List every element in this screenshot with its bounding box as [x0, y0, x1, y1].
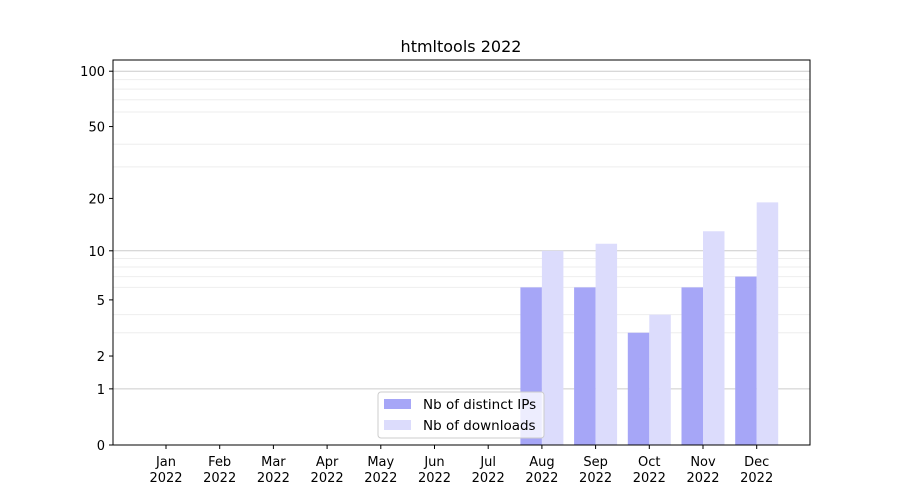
- legend-swatch-ips: [384, 399, 411, 409]
- y-tick-label: 2: [97, 350, 105, 365]
- x-tick-label: Dec 2022: [740, 455, 773, 486]
- x-tick-label: Feb 2022: [203, 455, 236, 486]
- bar-downloads: [541, 250, 564, 445]
- y-tick-label: 100: [80, 65, 105, 80]
- y-tick-label: 10: [88, 245, 105, 260]
- bar-downloads: [595, 243, 618, 445]
- y-tick-label: 50: [88, 121, 105, 136]
- bar-downloads: [756, 202, 779, 445]
- x-tick-label: Jul 2022: [472, 455, 505, 486]
- x-tick-label: May 2022: [364, 455, 397, 486]
- x-tick-label: Mar 2022: [257, 455, 290, 486]
- chart-title: htmltools 2022: [401, 37, 522, 56]
- x-tick-label: Aug 2022: [525, 455, 558, 486]
- x-tick-label: Nov 2022: [686, 455, 719, 486]
- legend-swatch-downloads: [384, 420, 411, 430]
- bar-distinct-ips: [735, 276, 757, 445]
- bar-downloads: [649, 314, 671, 445]
- bar-distinct-ips: [627, 332, 650, 445]
- y-tick-label: 20: [88, 192, 105, 207]
- legend-label-downloads: Nb of downloads: [423, 418, 536, 434]
- y-tick-label: 1: [97, 383, 105, 398]
- y-tick-label: 0: [97, 439, 105, 454]
- bar-downloads: [703, 231, 725, 445]
- y-tick-label: 5: [97, 294, 105, 309]
- plot-frame: [112, 59, 811, 446]
- bar-distinct-ips: [681, 287, 703, 445]
- x-tick-label: Apr 2022: [311, 455, 344, 486]
- x-tick-label: Jun 2022: [418, 455, 451, 486]
- x-tick-label: Oct 2022: [633, 455, 666, 486]
- legend-label-ips: Nb of distinct IPs: [423, 397, 536, 413]
- x-tick-label: Sep 2022: [579, 455, 612, 486]
- x-tick-label: Jan 2022: [149, 455, 182, 486]
- legend: Nb of distinct IPs Nb of downloads: [377, 391, 545, 439]
- bar-distinct-ips: [574, 287, 596, 445]
